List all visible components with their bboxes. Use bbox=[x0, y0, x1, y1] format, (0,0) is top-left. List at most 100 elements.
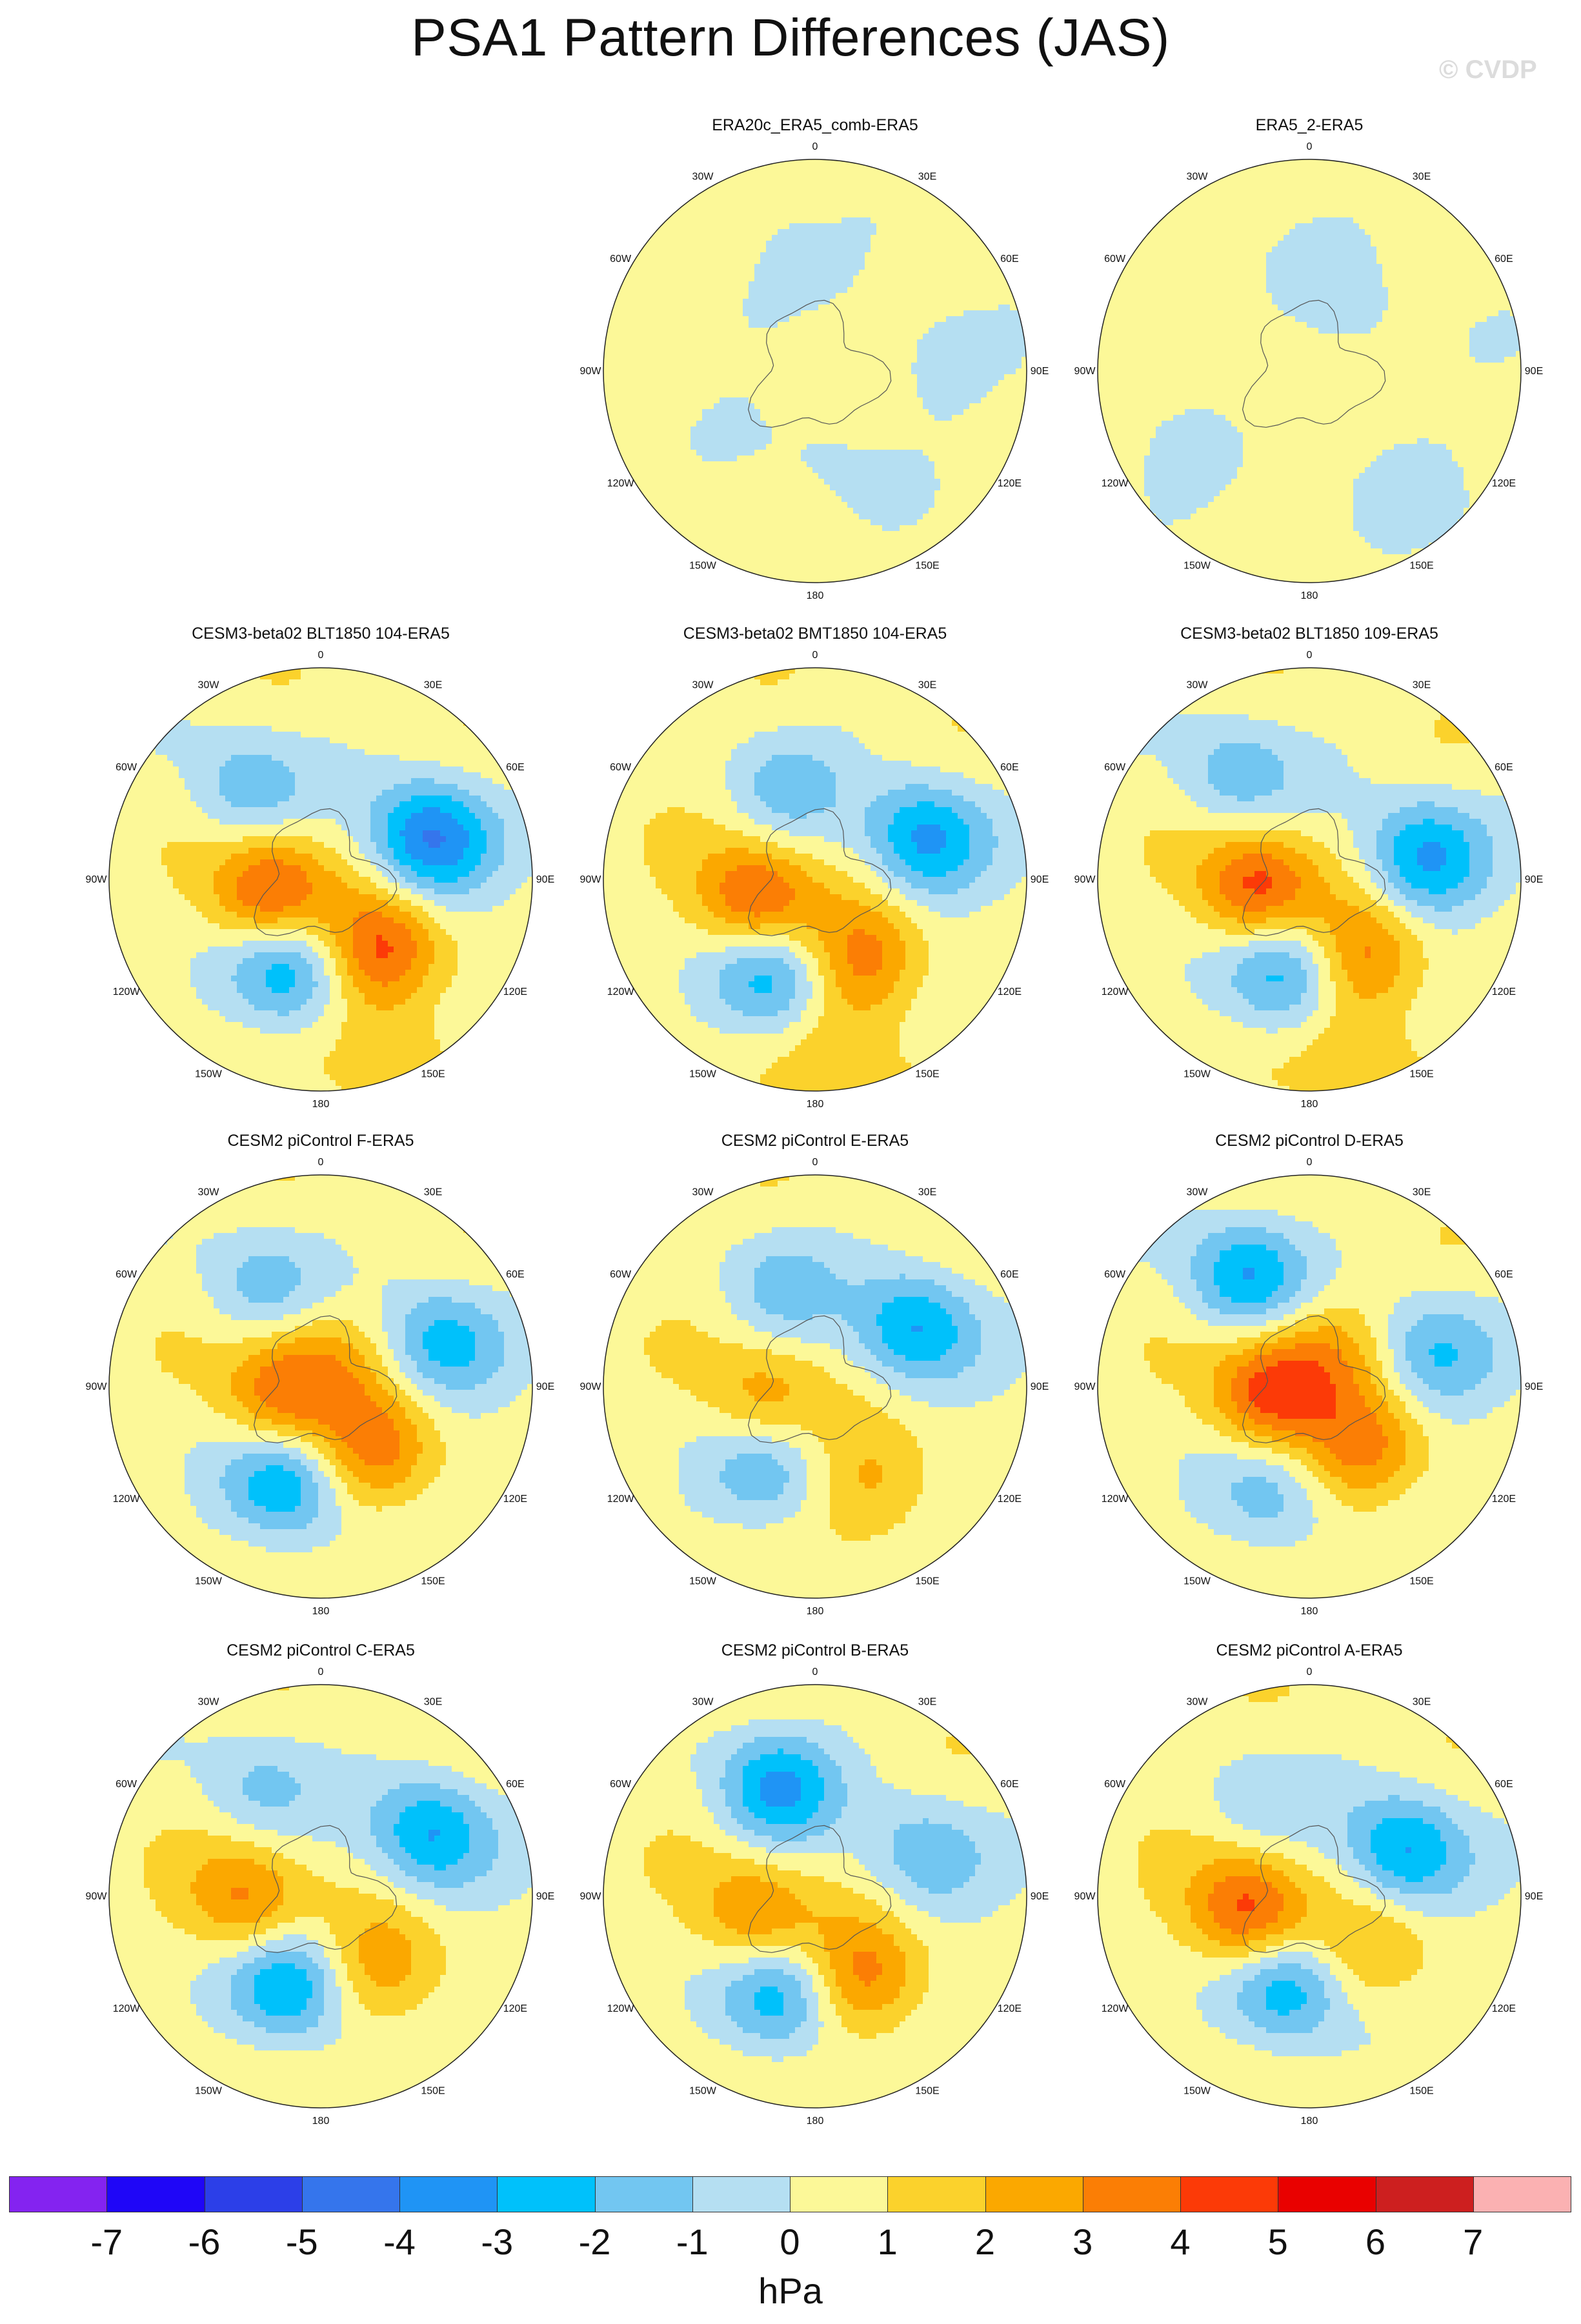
longitude-label: 150W bbox=[1183, 560, 1211, 571]
longitude-label: 30E bbox=[424, 1187, 442, 1198]
longitude-label: 150W bbox=[195, 1576, 223, 1587]
longitude-label: 90W bbox=[1074, 1381, 1096, 1392]
polar-map: 0 30E 60E 90E 120E 150E 180 150W 120W 90W 60W 30W bbox=[86, 1157, 555, 1617]
longitude-label: 60E bbox=[1000, 254, 1018, 265]
longitude-label: 60E bbox=[506, 1779, 524, 1790]
colorbar-units: hPa bbox=[0, 2270, 1581, 2312]
colorbar-swatch bbox=[399, 2176, 498, 2212]
longitude-label: 150E bbox=[915, 2085, 939, 2096]
colorbar-tick-label: 0 bbox=[751, 2221, 829, 2263]
map-panel: ERA5_2-ERA5 0 30E 60E 90E 120E 150E 180 150W 120W… bbox=[1061, 116, 1558, 619]
colorbar-swatch bbox=[1082, 2176, 1181, 2212]
longitude-label: 180 bbox=[1301, 1606, 1318, 1617]
longitude-label: 90W bbox=[86, 1891, 108, 1902]
map-boundary bbox=[603, 667, 1027, 1092]
longitude-label: 90W bbox=[1074, 874, 1096, 885]
colorbar-tick-label: -5 bbox=[263, 2221, 341, 2263]
map-panel: CESM2 piControl B-ERA5 0 30E 60E 90E 120E 150E… bbox=[567, 1641, 1063, 2145]
longitude-label: 90E bbox=[1031, 874, 1049, 885]
longitude-label: 60W bbox=[116, 1269, 137, 1280]
longitude-label: 60W bbox=[610, 1269, 632, 1280]
longitude-label: 120E bbox=[1492, 2003, 1516, 2014]
colorbar-swatch bbox=[9, 2176, 108, 2212]
longitude-label: 90W bbox=[580, 1381, 602, 1392]
longitude-label: 90W bbox=[580, 366, 602, 377]
longitude-label: 60W bbox=[610, 1779, 632, 1790]
longitude-label: 30E bbox=[918, 172, 936, 183]
longitude-label: 180 bbox=[1301, 590, 1318, 601]
pressure-field bbox=[603, 668, 1027, 1091]
antarctica-coastline bbox=[747, 299, 892, 428]
longitude-label: 90W bbox=[1074, 366, 1096, 377]
longitude-label: 120W bbox=[607, 1494, 635, 1505]
longitude-label: 60W bbox=[1104, 254, 1126, 265]
colorbar-tick-label: -4 bbox=[361, 2221, 438, 2263]
longitude-label: 150W bbox=[195, 2085, 223, 2096]
longitude-label: 30E bbox=[424, 1697, 442, 1708]
colorbar-swatch bbox=[1375, 2176, 1474, 2212]
polar-map: 0 30E 60E 90E 120E 150E 180 150W 120W 90W 60W 30W bbox=[580, 1667, 1049, 2127]
panel-title: CESM2 piControl D-ERA5 bbox=[1061, 1132, 1558, 1150]
map-panel: CESM2 piControl C-ERA5 0 30E 60E 90E 120E 150E… bbox=[72, 1641, 569, 2145]
longitude-label: 90E bbox=[1031, 366, 1049, 377]
longitude-label: 180 bbox=[312, 2116, 330, 2127]
panel-title: CESM3-beta02 BMT1850 104-ERA5 bbox=[567, 625, 1063, 643]
antarctica-coastline bbox=[1242, 299, 1386, 428]
longitude-label: 90E bbox=[536, 1381, 554, 1392]
longitude-label: 0 bbox=[812, 141, 818, 152]
map-panel: CESM2 piControl E-ERA5 0 30E 60E 90E 120E 150E… bbox=[567, 1132, 1063, 1635]
colorbar-tick-label: 1 bbox=[849, 2221, 926, 2263]
longitude-label: 30W bbox=[692, 680, 714, 691]
longitude-label: 90W bbox=[1074, 1891, 1096, 1902]
longitude-label: 90E bbox=[1525, 1381, 1543, 1392]
pressure-field bbox=[1098, 668, 1521, 1091]
map-panel: CESM3-beta02 BLT1850 109-ERA5 0 30E 60E 90E 1… bbox=[1061, 625, 1558, 1128]
longitude-label: 120E bbox=[503, 1494, 527, 1505]
longitude-label: 150E bbox=[421, 1576, 445, 1587]
longitude-label: 150E bbox=[1409, 1068, 1433, 1079]
longitude-label: 120E bbox=[998, 478, 1022, 489]
longitude-label: 30W bbox=[198, 1697, 220, 1708]
map-boundary bbox=[108, 1174, 533, 1599]
longitude-label: 30W bbox=[692, 1697, 714, 1708]
longitude-label: 30E bbox=[1413, 680, 1431, 691]
longitude-label: 90W bbox=[580, 874, 602, 885]
longitude-label: 0 bbox=[318, 1157, 324, 1168]
antarctica-coastline bbox=[1242, 808, 1386, 936]
antarctica-coastline bbox=[747, 808, 892, 936]
longitude-label: 180 bbox=[1301, 1099, 1318, 1110]
panel-title: ERA20c_ERA5_comb-ERA5 bbox=[567, 116, 1063, 135]
longitude-label: 90W bbox=[86, 1381, 108, 1392]
antarctica-coastline bbox=[253, 808, 398, 936]
map-panel: CESM2 piControl D-ERA5 0 30E 60E 90E 120E 150E… bbox=[1061, 1132, 1558, 1635]
longitude-label: 0 bbox=[1307, 141, 1313, 152]
pressure-field bbox=[1098, 159, 1521, 583]
longitude-label: 120E bbox=[1492, 987, 1516, 997]
longitude-label: 90E bbox=[1031, 1381, 1049, 1392]
longitude-label: 180 bbox=[312, 1606, 330, 1617]
longitude-label: 150E bbox=[915, 1576, 939, 1587]
longitude-label: 150W bbox=[689, 1068, 717, 1079]
colorbar-tick-label: -6 bbox=[166, 2221, 243, 2263]
map-boundary bbox=[1097, 667, 1522, 1092]
longitude-label: 0 bbox=[812, 650, 818, 661]
longitude-label: 120W bbox=[1102, 478, 1129, 489]
colorbar-tick-label: 5 bbox=[1239, 2221, 1316, 2263]
pressure-field bbox=[1098, 1175, 1521, 1598]
longitude-label: 90E bbox=[1525, 366, 1543, 377]
pressure-field bbox=[109, 1175, 532, 1598]
polar-map: 0 30E 60E 90E 120E 150E 180 150W 120W 90W 60W 30W bbox=[1074, 1157, 1544, 1617]
polar-map: 0 30E 60E 90E 120E 150E 180 150W 120W 90W 60W 30W bbox=[1074, 1667, 1544, 2127]
longitude-label: 120E bbox=[998, 987, 1022, 997]
map-boundary bbox=[603, 159, 1027, 583]
longitude-label: 150W bbox=[195, 1068, 223, 1079]
panel-title: CESM2 piControl E-ERA5 bbox=[567, 1132, 1063, 1150]
colorbar-swatch bbox=[1180, 2176, 1279, 2212]
longitude-label: 150W bbox=[1183, 1576, 1211, 1587]
longitude-label: 30E bbox=[918, 680, 936, 691]
map-boundary bbox=[1097, 1174, 1522, 1599]
longitude-label: 60E bbox=[1495, 254, 1513, 265]
longitude-label: 60E bbox=[506, 762, 524, 773]
longitude-label: 90W bbox=[86, 874, 108, 885]
polar-map: 0 30E 60E 90E 120E 150E 180 150W 120W 90W 60W 30W bbox=[86, 1667, 555, 2127]
